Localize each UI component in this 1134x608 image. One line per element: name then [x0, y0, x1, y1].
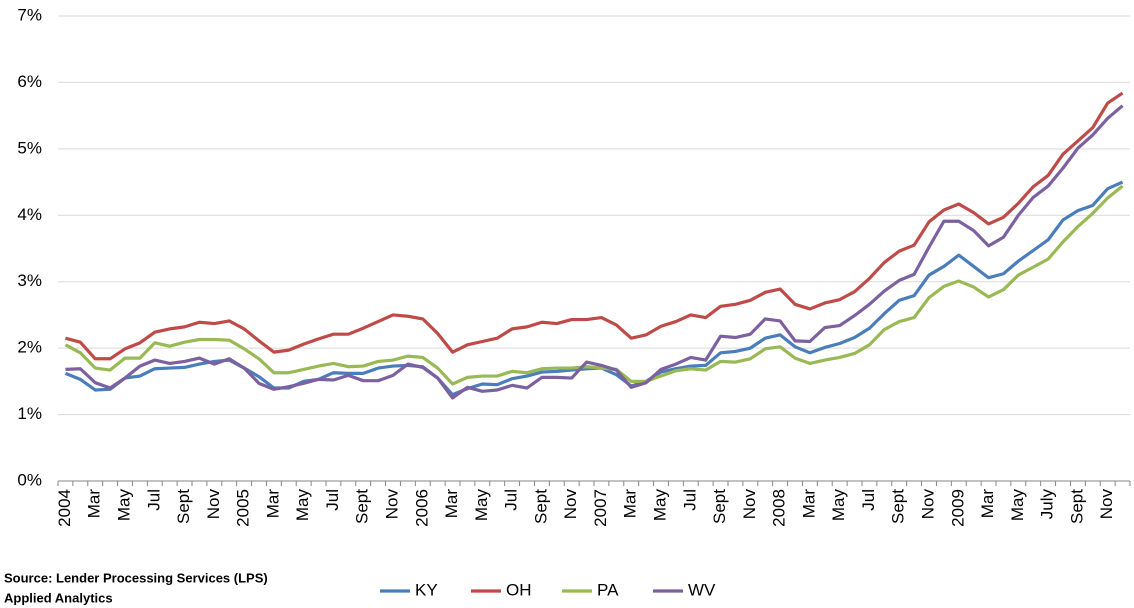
x-tick-label: 2006 — [412, 489, 431, 527]
series-line — [65, 91, 1124, 361]
x-tick-label: July — [1038, 489, 1057, 520]
y-tick-label: 2% — [17, 338, 42, 357]
y-tick-label: 1% — [17, 404, 42, 423]
x-tick-label: Nov — [204, 489, 223, 520]
x-tick-label: 2005 — [234, 489, 253, 527]
source-line: Source: Lender Processing Services (LPS) — [4, 570, 268, 585]
x-tick-label: Jul — [323, 489, 342, 511]
x-tick-label: Sept — [531, 489, 550, 524]
x-tick-label: Mar — [621, 489, 640, 519]
x-tick-label: Mar — [978, 489, 997, 519]
x-tick-label: Mar — [442, 489, 461, 519]
y-tick-label: 3% — [17, 271, 42, 290]
source-line: Applied Analytics — [4, 590, 113, 605]
x-tick-label: Sept — [353, 489, 372, 524]
x-tick-label: Nov — [561, 489, 580, 520]
x-tick-label: Sept — [710, 489, 729, 524]
x-tick-label: May — [472, 489, 491, 522]
y-tick-label: 7% — [17, 5, 42, 24]
x-tick-label: Jul — [680, 489, 699, 511]
x-tick-label: 2009 — [948, 489, 967, 527]
legend-label: WV — [688, 580, 716, 599]
x-tick-label: 2004 — [55, 489, 74, 527]
y-tick-label: 5% — [17, 138, 42, 157]
legend-label: OH — [506, 580, 532, 599]
x-tick-label: Sept — [174, 489, 193, 524]
x-tick-label: Jul — [859, 489, 878, 511]
x-tick-label: Nov — [382, 489, 401, 520]
x-tick-label: Nov — [740, 489, 759, 520]
x-tick-label: Mar — [799, 489, 818, 519]
x-tick-label: May — [114, 489, 133, 522]
x-tick-label: May — [829, 489, 848, 522]
x-tick-label: Jul — [502, 489, 521, 511]
x-tick-label: 2008 — [770, 489, 789, 527]
x-tick-label: Mar — [85, 489, 104, 519]
x-tick-label: 2007 — [591, 489, 610, 527]
x-tick-label: Nov — [1097, 489, 1116, 520]
x-tick-label: Jul — [144, 489, 163, 511]
legend-label: PA — [597, 580, 619, 599]
x-tick-label: May — [293, 489, 312, 522]
x-tick-label: Nov — [918, 489, 937, 520]
x-tick-label: May — [650, 489, 669, 522]
y-tick-label: 6% — [17, 72, 42, 91]
x-tick-label: Sept — [1067, 489, 1086, 524]
legend-label: KY — [415, 580, 438, 599]
x-tick-label: Mar — [263, 489, 282, 519]
series-line — [65, 104, 1124, 400]
series-line — [64, 184, 1124, 386]
x-tick-label: Sept — [889, 489, 908, 524]
y-tick-label: 4% — [17, 205, 42, 224]
x-tick-label: May — [1008, 489, 1027, 522]
y-tick-label: 0% — [17, 470, 42, 489]
